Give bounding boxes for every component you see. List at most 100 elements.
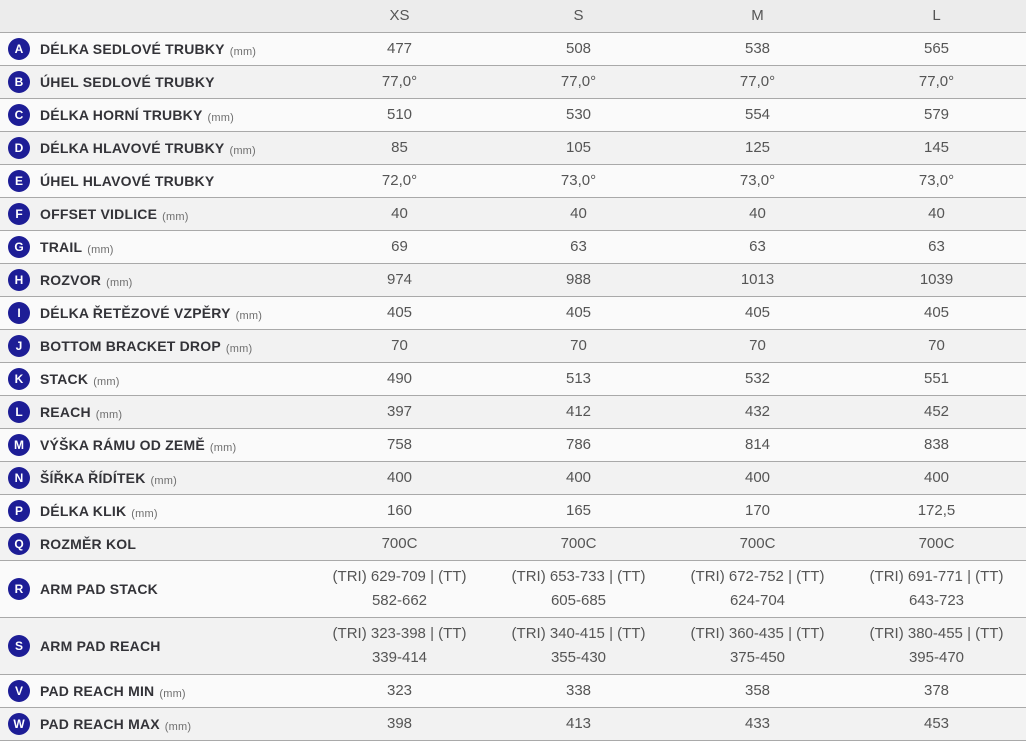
value-cell-m: 358 <box>744 682 771 699</box>
value-cell-l: 579 <box>923 106 950 123</box>
row-letter-badge: H <box>8 269 30 291</box>
value-cell-m: 125 <box>744 139 771 156</box>
row-header: M VÝŠKA RÁMU OD ZEMĚ (mm) <box>0 429 310 461</box>
value-cell-xs: 700C <box>381 535 418 552</box>
table-row: B ÚHEL SEDLOVÉ TRUBKY 77,0° 77,0° 77,0° … <box>0 66 1026 99</box>
value-cell-xs: (TRI) 629-709 | (TT) 582-662 <box>332 568 467 609</box>
value-cell-m: 170 <box>744 502 771 519</box>
value-cell-l: (TRI) 691-771 | (TT) 643-723 <box>869 568 1004 609</box>
row-header: L REACH (mm) <box>0 396 310 428</box>
value-cell-xs: 323 <box>386 682 413 699</box>
value-cell-m: 70 <box>749 337 766 354</box>
row-letter-badge: E <box>8 170 30 192</box>
row-letter-badge: F <box>8 203 30 225</box>
row-unit: (mm) <box>87 244 114 256</box>
value-cell-s: 412 <box>565 403 592 420</box>
value-cell-m: 405 <box>744 304 771 321</box>
row-letter-badge: V <box>8 680 30 702</box>
row-label: ARM PAD STACK <box>40 581 158 597</box>
value-cell-l: 700C <box>918 535 955 552</box>
value-cell-m: 432 <box>744 403 771 420</box>
value-cell-xs: 85 <box>391 139 408 156</box>
value-cell-m: 73,0° <box>739 172 776 189</box>
row-letter-badge: Q <box>8 533 30 555</box>
table-row: M VÝŠKA RÁMU OD ZEMĚ (mm) 758 786 814 838 <box>0 429 1026 462</box>
table-row: D DÉLKA HLAVOVÉ TRUBKY (mm) 85 105 125 14… <box>0 132 1026 165</box>
value-cell-l: 551 <box>923 370 950 387</box>
table-row: C DÉLKA HORNÍ TRUBKY (mm) 510 530 554 579 <box>0 99 1026 132</box>
value-cell-l: 400 <box>923 469 950 486</box>
table-row: W PAD REACH MAX (mm) 398 413 433 453 <box>0 708 1026 741</box>
row-header: S ARM PAD REACH <box>0 618 310 674</box>
table-row: S ARM PAD REACH (TRI) 323-398 | (TT) 339… <box>0 618 1026 675</box>
value-cell-s: 165 <box>565 502 592 519</box>
row-letter-badge: M <box>8 434 30 456</box>
row-letter-badge: A <box>8 38 30 60</box>
value-cell-l: 1039 <box>919 271 954 288</box>
row-header: K STACK (mm) <box>0 363 310 395</box>
column-header-l: L <box>932 7 941 24</box>
table-row: V PAD REACH MIN (mm) 323 338 358 378 <box>0 675 1026 708</box>
value-cell-m: 400 <box>744 469 771 486</box>
value-cell-l: 453 <box>923 715 950 732</box>
value-cell-s: 63 <box>570 238 587 255</box>
value-cell-xs: 70 <box>391 337 408 354</box>
row-letter-badge: S <box>8 635 30 657</box>
value-cell-s: 508 <box>565 40 592 57</box>
value-cell-xs: 974 <box>386 271 413 288</box>
table-row: L REACH (mm) 397 412 432 452 <box>0 396 1026 429</box>
row-header: R ARM PAD STACK <box>0 561 310 617</box>
value-cell-xs: 490 <box>386 370 413 387</box>
row-letter-badge: N <box>8 467 30 489</box>
row-header: V PAD REACH MIN (mm) <box>0 675 310 707</box>
row-label: PAD REACH MAX (mm) <box>40 716 192 733</box>
table-row: P DÉLKA KLIK (mm) 160 165 170 172,5 <box>0 495 1026 528</box>
row-unit: (mm) <box>93 376 120 388</box>
row-label: ROZMĚR KOL <box>40 536 137 552</box>
value-cell-m: (TRI) 360-435 | (TT) 375-450 <box>690 625 825 666</box>
row-header: A DÉLKA SEDLOVÉ TRUBKY (mm) <box>0 33 310 65</box>
row-unit: (mm) <box>209 442 237 454</box>
value-cell-s: 513 <box>565 370 592 387</box>
row-label: PAD REACH MIN (mm) <box>40 683 186 700</box>
value-cell-l: 145 <box>923 139 950 156</box>
row-label: ARM PAD REACH <box>40 638 161 654</box>
value-cell-xs: (TRI) 323-398 | (TT) 339-414 <box>332 625 467 666</box>
row-unit: (mm) <box>95 409 123 421</box>
row-letter-badge: P <box>8 500 30 522</box>
row-header: B ÚHEL SEDLOVÉ TRUBKY <box>0 66 310 98</box>
row-unit: (mm) <box>162 211 189 223</box>
table-row: J BOTTOM BRACKET DROP (mm) 70 70 70 70 <box>0 330 1026 363</box>
row-letter-badge: I <box>8 302 30 324</box>
row-label: DÉLKA ŘETĚZOVÉ VZPĚRY (mm) <box>40 305 263 322</box>
value-cell-xs: 405 <box>386 304 413 321</box>
row-unit: (mm) <box>150 475 177 487</box>
value-cell-l: 73,0° <box>918 172 955 189</box>
row-header: D DÉLKA HLAVOVÉ TRUBKY (mm) <box>0 132 310 164</box>
column-header-m: M <box>751 7 764 24</box>
value-cell-xs: 398 <box>386 715 413 732</box>
row-letter-badge: W <box>8 713 30 735</box>
row-unit: (mm) <box>225 343 253 355</box>
row-letter-badge: L <box>8 401 30 423</box>
row-header: F OFFSET VIDLICE (mm) <box>0 198 310 230</box>
row-unit: (mm) <box>131 508 158 520</box>
row-header: W PAD REACH MAX (mm) <box>0 708 310 740</box>
row-label: ÚHEL HLAVOVÉ TRUBKY <box>40 173 215 189</box>
value-cell-l: 405 <box>923 304 950 321</box>
value-cell-s: (TRI) 653-733 | (TT) 605-685 <box>511 568 646 609</box>
value-cell-m: (TRI) 672-752 | (TT) 624-704 <box>690 568 825 609</box>
value-cell-m: 538 <box>744 40 771 57</box>
value-cell-s: (TRI) 340-415 | (TT) 355-430 <box>511 625 646 666</box>
row-header: G TRAIL (mm) <box>0 231 310 263</box>
row-label: DÉLKA KLIK (mm) <box>40 503 158 520</box>
table-row: I DÉLKA ŘETĚZOVÉ VZPĚRY (mm) 405 405 405 … <box>0 297 1026 330</box>
value-cell-m: 63 <box>749 238 766 255</box>
value-cell-s: 405 <box>565 304 592 321</box>
value-cell-s: 400 <box>565 469 592 486</box>
value-cell-m: 700C <box>739 535 776 552</box>
value-cell-m: 814 <box>744 436 771 453</box>
row-letter-badge: J <box>8 335 30 357</box>
row-unit: (mm) <box>207 112 234 124</box>
value-cell-l: 40 <box>928 205 945 222</box>
